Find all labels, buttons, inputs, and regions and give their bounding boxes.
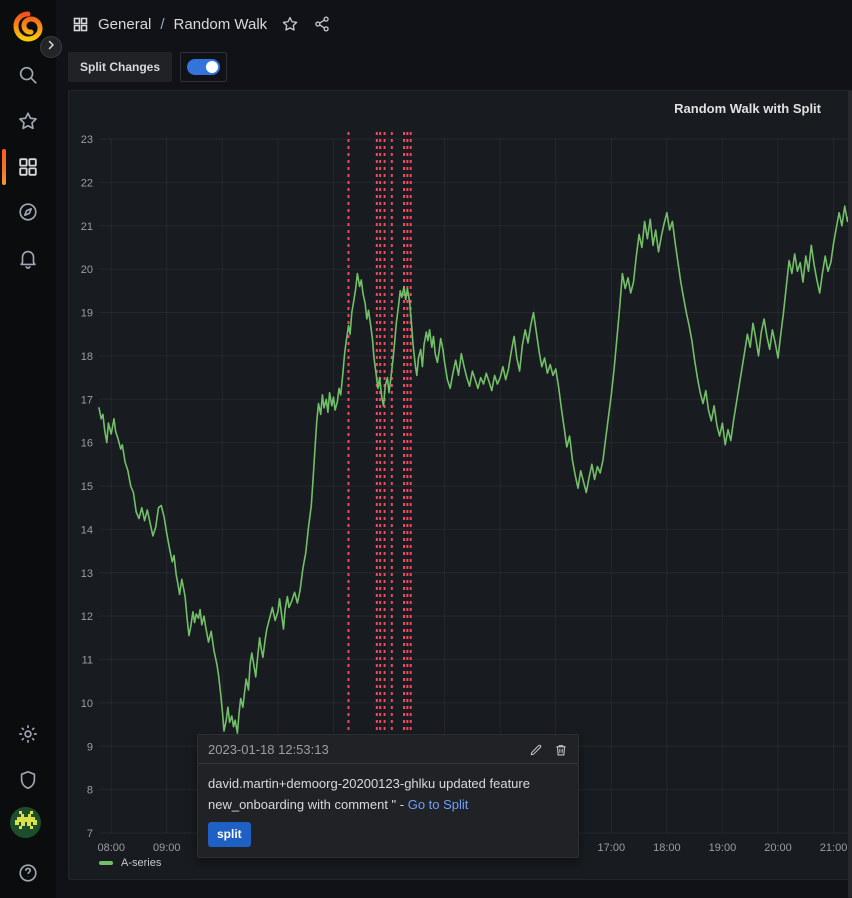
star-dashboard-button[interactable]	[281, 15, 299, 33]
dashboards-grid-icon	[17, 156, 39, 178]
trash-icon	[556, 744, 566, 755]
edit-annotation-button[interactable]	[529, 743, 543, 757]
shield-icon	[17, 769, 39, 791]
y-axis-tick-label: 7	[87, 828, 93, 840]
y-axis-tick-label: 10	[81, 698, 93, 710]
breadcrumb: General / Random Walk	[72, 16, 267, 33]
toggle-pill[interactable]	[187, 59, 221, 75]
pencil-icon	[530, 744, 542, 755]
sidebar-item-alerting[interactable]	[8, 238, 48, 278]
x-axis-tick-label: 19:00	[709, 842, 737, 854]
compass-icon	[17, 201, 39, 223]
y-axis-tick-label: 19	[81, 308, 93, 320]
search-icon	[17, 64, 39, 86]
share-dashboard-button[interactable]	[313, 15, 331, 33]
y-axis-tick-label: 20	[81, 264, 93, 276]
breadcrumb-separator: /	[160, 15, 165, 33]
chevron-right-icon	[45, 38, 57, 56]
vertical-scrollbar[interactable]	[848, 90, 852, 898]
series-color-marker	[99, 861, 113, 865]
toggle-knob	[206, 61, 219, 73]
x-axis-tick-label: 18:00	[653, 842, 681, 854]
x-axis-tick-label: 08:00	[97, 842, 125, 854]
annotation-tooltip: 2023-01-18 12:53:13 david.martin+demoorg…	[197, 734, 579, 858]
random-walk-panel: Random Walk with Split 7 8 9 10 11 12 13 14 15 16…	[68, 90, 852, 880]
gear-icon	[17, 723, 39, 745]
y-axis-tick-label: 15	[81, 481, 93, 493]
sidebar-item-server-admin[interactable]	[8, 760, 48, 800]
y-axis-tick-label: 21	[81, 221, 93, 233]
y-axis-tick-label: 14	[81, 524, 93, 536]
y-axis-tick-label: 23	[81, 134, 93, 146]
go-to-split-link[interactable]: Go to Split	[407, 797, 469, 812]
annotation-tooltip-header: 2023-01-18 12:53:13	[198, 735, 578, 764]
left-sidebar	[0, 0, 56, 898]
y-axis-tick-label: 8	[87, 785, 93, 797]
sidebar-item-configuration[interactable]	[8, 714, 48, 754]
star-icon	[17, 110, 39, 132]
help-icon	[17, 862, 39, 884]
x-axis-tick-label: 17:00	[598, 842, 626, 854]
series-line-A-series[interactable]	[98, 204, 852, 735]
sidebar-active-indicator	[2, 149, 6, 185]
series-label[interactable]: A-series	[121, 857, 162, 869]
annotation-text: david.martin+demoorg-20200123-ghlku upda…	[198, 764, 578, 857]
sidebar-expand-button[interactable]	[40, 36, 62, 58]
y-axis-tick-label: 17	[81, 394, 93, 406]
annotation-tag-split[interactable]: split	[208, 822, 251, 847]
bell-icon	[17, 247, 39, 269]
sidebar-item-search[interactable]	[8, 55, 48, 95]
y-axis-tick-label: 18	[81, 351, 93, 363]
sidebar-item-starred[interactable]	[8, 101, 48, 141]
y-axis-tick-label: 9	[87, 741, 93, 753]
x-axis-tick-label: 20:00	[764, 842, 792, 854]
x-axis-tick-label: 09:00	[153, 842, 181, 854]
legend-item-a-series[interactable]: A-series	[99, 857, 161, 869]
annotation-message: david.martin+demoorg-20200123-ghlku upda…	[208, 776, 530, 812]
breadcrumb-page-title[interactable]: Random Walk	[173, 15, 268, 33]
annotation-actions	[529, 743, 568, 757]
sidebar-item-help[interactable]	[8, 853, 48, 893]
y-axis-tick-label: 13	[81, 568, 93, 580]
delete-annotation-button[interactable]	[554, 743, 568, 757]
dashboard-apps-icon	[72, 16, 89, 33]
top-navbar: General / Random Walk	[56, 0, 852, 48]
dashboard-controls: Split Changes	[68, 52, 228, 82]
user-avatar[interactable]	[10, 807, 41, 838]
sidebar-item-dashboards[interactable]	[8, 147, 48, 187]
annotation-timestamp: 2023-01-18 12:53:13	[208, 742, 329, 757]
split-changes-toggle[interactable]	[180, 52, 228, 82]
invader-avatar-icon	[14, 811, 37, 834]
y-axis-tick-label: 16	[81, 438, 93, 450]
split-changes-label: Split Changes	[68, 52, 173, 82]
panel-title[interactable]: Random Walk with Split	[674, 101, 821, 116]
y-axis-tick-label: 22	[81, 177, 93, 189]
grafana-logo[interactable]	[11, 10, 45, 44]
y-axis-tick-label: 11	[82, 655, 93, 667]
x-axis-tick-label: 21:00	[820, 842, 848, 854]
sidebar-item-explore[interactable]	[8, 192, 48, 232]
breadcrumb-section[interactable]: General	[98, 15, 152, 33]
y-axis-tick-label: 12	[81, 611, 93, 623]
